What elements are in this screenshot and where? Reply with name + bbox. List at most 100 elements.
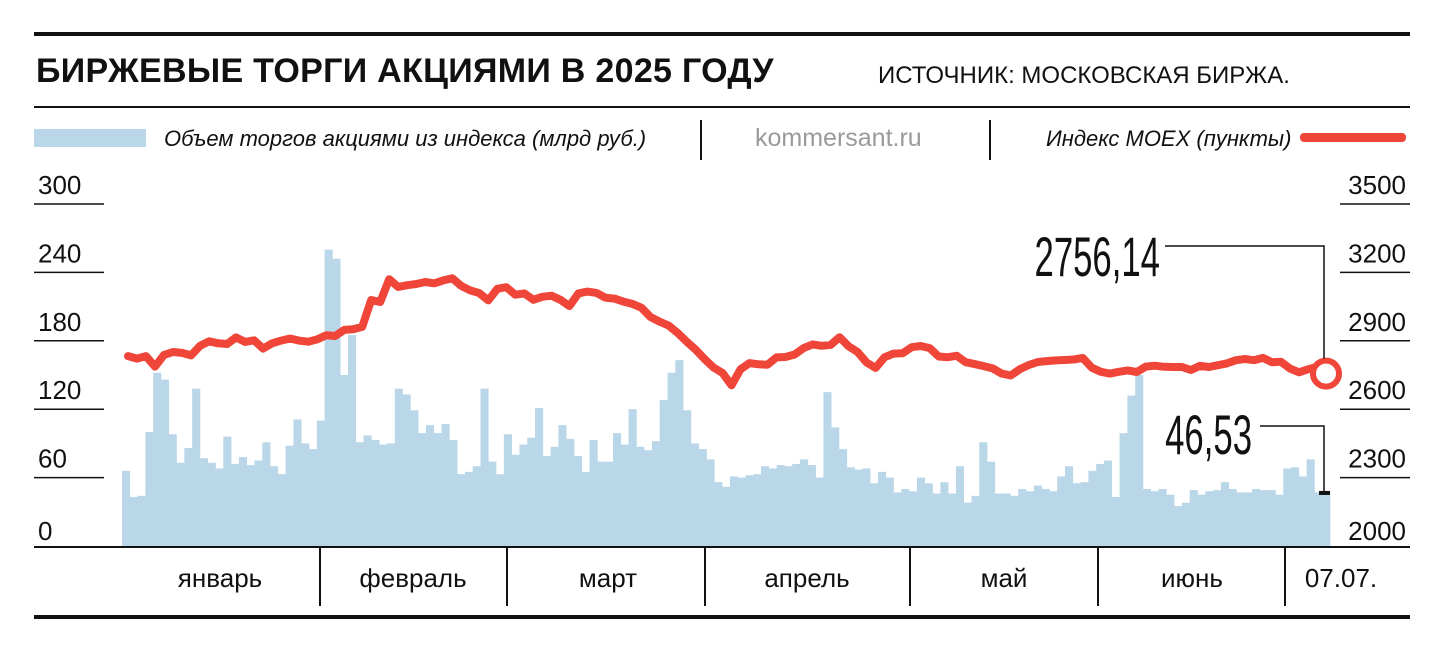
volume-bar bbox=[1166, 494, 1175, 546]
month-label: апрель bbox=[764, 563, 849, 593]
right-tick-label: 2000 bbox=[1348, 516, 1406, 546]
volume-bar bbox=[176, 462, 185, 546]
volume-bar bbox=[1228, 489, 1237, 546]
volume-bar bbox=[1252, 489, 1261, 546]
volume-bar bbox=[184, 447, 193, 546]
header-divider bbox=[34, 106, 1410, 108]
index-callout-leader bbox=[1165, 245, 1325, 359]
volume-bar bbox=[628, 409, 637, 546]
volume-bar bbox=[519, 444, 528, 546]
volume-bar bbox=[932, 493, 941, 546]
volume-bar bbox=[784, 466, 793, 546]
volume-bar bbox=[301, 443, 310, 546]
volume-bar bbox=[940, 482, 949, 546]
volume-bar bbox=[231, 463, 240, 546]
bottom-rule bbox=[34, 615, 1410, 619]
volume-bar bbox=[309, 449, 318, 546]
volume-bar bbox=[223, 436, 232, 546]
volume-bar bbox=[449, 439, 458, 546]
volume-bar bbox=[916, 477, 926, 546]
left-tick-label: 0 bbox=[38, 516, 52, 546]
volume-bar bbox=[1259, 490, 1268, 546]
volume-bar bbox=[971, 495, 980, 546]
volume-bar bbox=[800, 459, 809, 546]
volume-bar bbox=[831, 427, 840, 546]
volume-callout-leader bbox=[1260, 425, 1325, 491]
volume-bar bbox=[714, 482, 723, 546]
volume-bar bbox=[1220, 482, 1229, 546]
source-note: ИСТОЧНИК: МОСКОВСКАЯ БИРЖА. bbox=[878, 62, 1290, 89]
month-axis: январь февраль март апрель май июнь 07.07. bbox=[34, 546, 1410, 606]
volume-bar bbox=[901, 489, 910, 546]
left-tick-label: 240 bbox=[38, 238, 81, 268]
right-tick-label: 3200 bbox=[1348, 238, 1406, 268]
index-legend-swatch bbox=[1300, 133, 1406, 142]
volume-bar bbox=[1197, 494, 1206, 546]
volume-bar bbox=[1306, 459, 1315, 546]
volume-bar bbox=[823, 392, 832, 546]
volume-bar bbox=[363, 435, 372, 546]
volume-bar bbox=[246, 465, 255, 546]
volume-bar bbox=[745, 475, 754, 546]
volume-bar bbox=[394, 388, 403, 546]
volume-bar bbox=[441, 424, 450, 546]
volume-bar bbox=[122, 470, 131, 546]
volume-bar bbox=[885, 477, 894, 546]
callouts: 2756,14 46,53 bbox=[1035, 226, 1342, 495]
volume-bar bbox=[1010, 495, 1019, 546]
volume-bar bbox=[1057, 476, 1066, 546]
volume-bar bbox=[1033, 485, 1042, 546]
volume-bar bbox=[293, 419, 302, 546]
index-legend-label: Индекс MOEX (пункты) bbox=[1046, 126, 1292, 151]
volume-bar bbox=[683, 410, 692, 546]
volume-bar bbox=[1049, 491, 1058, 546]
volume-bars bbox=[122, 249, 1331, 546]
volume-bar bbox=[488, 461, 497, 546]
index-last-marker bbox=[1310, 357, 1342, 390]
volume-bar bbox=[854, 469, 863, 546]
volume-bar bbox=[1322, 492, 1331, 546]
volume-bar bbox=[386, 443, 396, 546]
volume-bar bbox=[254, 460, 263, 546]
volume-bar bbox=[1174, 506, 1183, 546]
volume-bar bbox=[457, 474, 466, 546]
volume-bar bbox=[168, 434, 177, 546]
legend-separator bbox=[989, 120, 991, 160]
volume-bar bbox=[698, 449, 707, 546]
volume-bar bbox=[1111, 496, 1120, 546]
volume-bar bbox=[924, 483, 933, 546]
index-line bbox=[124, 274, 1330, 390]
volume-bar bbox=[1041, 489, 1050, 546]
left-tick-label: 60 bbox=[38, 444, 67, 474]
volume-bar bbox=[877, 471, 887, 546]
month-label: июнь bbox=[1161, 563, 1223, 593]
month-label: май bbox=[981, 563, 1028, 593]
volume-bar bbox=[1314, 492, 1323, 546]
volume-bar bbox=[316, 420, 325, 546]
volume-bar bbox=[1080, 482, 1089, 546]
left-tick-label: 180 bbox=[38, 307, 81, 337]
left-tick-label: 120 bbox=[38, 375, 81, 405]
volume-bar bbox=[839, 449, 848, 546]
month-label: март bbox=[579, 563, 637, 593]
volume-bar bbox=[737, 477, 746, 546]
volume-bar bbox=[511, 454, 520, 546]
volume-bar bbox=[503, 434, 512, 546]
volume-bar bbox=[277, 474, 286, 546]
month-label: февраль bbox=[359, 563, 466, 593]
volume-bar bbox=[893, 492, 902, 546]
volume-bar bbox=[862, 468, 871, 546]
volume-bar bbox=[761, 466, 770, 546]
volume-bar bbox=[776, 465, 785, 546]
volume-bar bbox=[1150, 491, 1159, 546]
volume-bar bbox=[644, 450, 653, 546]
volume-bar bbox=[207, 462, 216, 546]
volume-bar bbox=[262, 442, 271, 546]
volume-legend-swatch bbox=[34, 129, 146, 147]
volume-bar bbox=[215, 468, 224, 546]
volume-bar bbox=[768, 468, 777, 546]
volume-bar bbox=[464, 471, 474, 546]
volume-bar bbox=[994, 493, 1003, 546]
volume-bar bbox=[535, 408, 544, 546]
volume-bar bbox=[1213, 490, 1222, 546]
